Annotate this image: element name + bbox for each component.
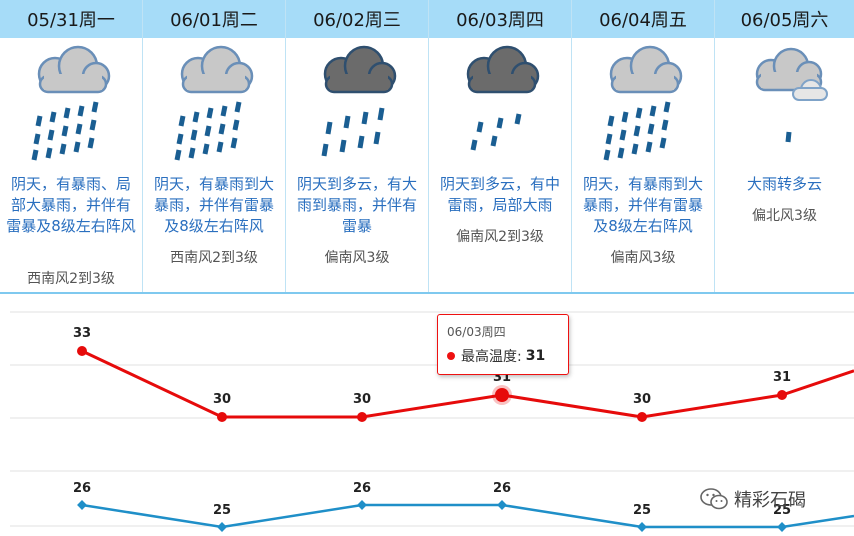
data-point[interactable] [77,500,87,510]
day-column: 06/03周四 阴天到多云，有中雷雨，局部大雨 偏南风2到3级 [429,0,572,292]
high-temp-series[interactable]: 33 30 30 31 30 31 [73,326,854,422]
weather-description: 阴天，有暴雨、局部大暴雨，并伴有雷暴及8级左右阵风 [6,175,136,235]
day-date: 06/04周五 [572,0,714,38]
day-column: 06/01周二 阴天，有暴雨到大暴雨，并伴有雷暴及8级左右阵风 西南风2到3级 [143,0,286,292]
day-date: 06/03周四 [429,0,571,38]
wind-text: 西南风2到3级 [27,271,115,287]
low-temp-series[interactable]: 26 25 26 26 25 25 [73,481,854,532]
tooltip-date: 06/03周四 [447,325,506,339]
chart-tooltip: 06/03周四 最高温度: 31 [437,314,569,375]
data-label: 26 [353,481,371,496]
data-label: 26 [73,481,91,496]
data-point[interactable] [495,388,509,402]
heavy-rain-icon [31,45,111,161]
data-point[interactable] [357,412,367,422]
moderate-rain-icon [466,45,540,151]
series-dot-icon [447,352,455,360]
data-label: 25 [213,503,231,518]
day-column: 06/05周六 大雨转多云 偏北风3级 [715,0,854,292]
weather-description: 阴天到多云，有大雨到暴雨，并伴有雷暴 [296,175,417,235]
data-point[interactable] [637,522,647,532]
section-divider [0,292,854,294]
data-point[interactable] [77,346,87,356]
data-point[interactable] [357,500,367,510]
heavy-rain-icon [174,45,254,161]
data-label: 25 [633,503,651,518]
weather-description: 阴天，有暴雨到大暴雨，并伴有雷暴及8级左右阵风 [582,175,703,235]
wind-text: 偏南风3级 [610,250,676,266]
data-point[interactable] [217,522,227,532]
data-label: 31 [773,370,791,385]
data-point[interactable] [497,500,507,510]
day-date: 06/02周三 [286,0,428,38]
heavy-rain-icon [603,45,683,161]
day-date: 06/01周二 [143,0,285,38]
wind-text: 偏南风3级 [324,250,390,266]
wind-text: 偏北风3级 [752,208,817,224]
forecast-panel: 05/31周一 阴天，有暴雨、局部大暴雨，并伴有雷暴及8级左右阵风 西南风2到3… [0,0,854,292]
data-label: 33 [73,326,91,341]
rain-to-cloudy-icon [755,47,828,143]
weather-description: 阴天，有暴雨到大暴雨，并伴有雷暴及8级左右阵风 [153,175,274,235]
weather-description: 阴天到多云，有中雷雨，局部大雨 [439,175,560,214]
watermark: 精彩石碣 [700,486,806,512]
thunder-rain-icon [321,45,397,157]
temperature-chart[interactable]: 33 30 30 31 30 31 26 25 26 26 25 25 [0,294,854,536]
data-point[interactable] [777,522,787,532]
day-column: 06/04周五 阴天，有暴雨到大暴雨，并伴有雷暴及8级左右阵风 偏南风3级 [572,0,715,292]
data-label: 30 [633,392,651,407]
wind-text: 偏南风2到3级 [456,229,544,245]
day-column: 06/02周三 阴天到多云，有大雨到暴雨，并伴有雷暴 偏南风3级 [286,0,429,292]
tooltip-label: 最高温度: [461,349,522,365]
data-label: 30 [353,392,371,407]
watermark-text: 精彩石碣 [734,490,806,511]
data-label: 30 [213,392,231,407]
wechat-icon [700,488,728,510]
wind-text: 西南风2到3级 [170,250,258,266]
data-point[interactable] [217,412,227,422]
day-date: 06/05周六 [715,0,854,38]
data-label: 25 [773,503,791,518]
day-column: 05/31周一 阴天，有暴雨、局部大暴雨，并伴有雷暴及8级左右阵风 西南风2到3… [0,0,143,292]
tooltip-value: 31 [525,348,546,364]
data-label: 26 [493,481,511,496]
day-date: 05/31周一 [0,0,142,38]
weather-description: 大雨转多云 [746,175,822,193]
data-point[interactable] [777,390,787,400]
data-point[interactable] [637,412,647,422]
